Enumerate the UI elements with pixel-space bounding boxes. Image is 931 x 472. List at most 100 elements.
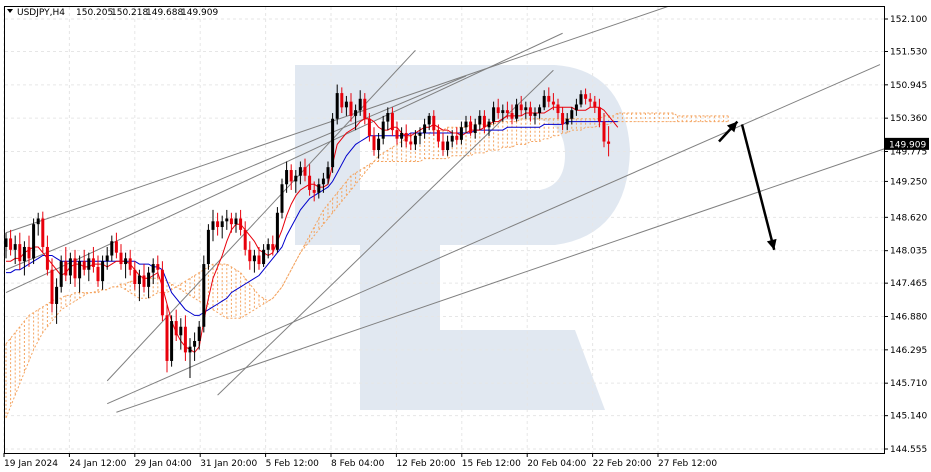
candle-body	[510, 113, 514, 119]
candle-body	[505, 110, 509, 114]
y-tick-label: 147.465	[890, 279, 927, 289]
candle	[501, 104, 505, 122]
candle	[607, 126, 611, 157]
candle	[50, 258, 54, 313]
candle-body	[183, 326, 187, 353]
candle	[179, 318, 183, 350]
candle-body	[87, 258, 91, 270]
candle	[574, 98, 578, 116]
candle-body	[597, 107, 601, 122]
y-tick-label: 150.360	[890, 114, 927, 124]
candle	[170, 315, 174, 367]
candle-body	[441, 141, 445, 151]
candle	[18, 232, 22, 270]
candle	[193, 332, 197, 361]
candle-body	[446, 141, 450, 151]
candle-body	[229, 218, 233, 225]
arrow-head-icon	[766, 238, 777, 250]
candle	[124, 252, 128, 279]
candle	[298, 161, 302, 185]
candle-body	[496, 107, 500, 114]
candle	[331, 113, 335, 173]
candle	[482, 110, 486, 133]
candle-body	[50, 269, 54, 304]
candle	[243, 221, 247, 256]
candle-body	[73, 258, 77, 279]
candle	[174, 309, 178, 342]
candle-body	[584, 94, 588, 99]
candle	[363, 93, 367, 125]
candle	[206, 224, 210, 270]
header-open: 150.205	[76, 8, 113, 18]
candle	[308, 164, 312, 196]
candle-body	[321, 178, 325, 185]
candle-body	[239, 218, 243, 230]
trendline	[217, 69, 554, 396]
current-price-label: 149.909	[889, 140, 926, 150]
candle	[252, 249, 256, 273]
candle	[202, 255, 206, 333]
candle	[229, 212, 233, 233]
y-tick-label: 146.880	[890, 312, 927, 322]
candle	[510, 104, 514, 125]
menu-triangle-icon[interactable]	[7, 9, 13, 13]
candle-body	[312, 189, 316, 193]
candle	[257, 246, 261, 270]
candle-body	[395, 130, 399, 139]
candle	[239, 209, 243, 236]
candle-body	[197, 326, 201, 342]
candle	[119, 244, 123, 270]
candle-body	[45, 246, 49, 270]
time-axis: 19 Jan 2024 24 Jan 12:00 29 Jan 04:00 31 Ja…	[3, 453, 717, 469]
candle-body	[331, 118, 335, 168]
candle-body	[607, 141, 611, 144]
x-tick-label: 20 Feb 04:00	[527, 459, 586, 469]
candle	[32, 218, 36, 265]
candle-body	[151, 264, 155, 273]
candle-body	[450, 135, 454, 142]
candle	[289, 164, 293, 190]
candle	[418, 127, 422, 145]
plot-frame	[4, 6, 885, 454]
candle-body	[303, 167, 307, 176]
candle	[156, 255, 160, 279]
candle-body	[464, 121, 468, 128]
x-tick-label: 24 Jan 12:00	[69, 459, 126, 469]
candle	[492, 101, 496, 125]
candle	[101, 255, 105, 290]
candles	[5, 84, 611, 379]
candle-body	[579, 94, 583, 105]
candle-body	[257, 255, 261, 265]
candle	[55, 278, 59, 324]
watermark-logo	[295, 65, 630, 410]
candle-body	[593, 101, 597, 108]
candle-body	[156, 264, 160, 270]
candle	[538, 104, 542, 119]
candle-body	[119, 252, 123, 265]
candle-body	[280, 184, 284, 213]
candle-body	[216, 221, 220, 228]
candle-body	[289, 170, 293, 182]
candle	[160, 261, 164, 322]
candle	[326, 161, 330, 185]
candle	[515, 98, 519, 122]
candle-body	[91, 258, 95, 267]
candle-body	[133, 269, 137, 285]
candle-body	[27, 246, 31, 259]
x-tick-label: 31 Jan 20:00	[200, 459, 257, 469]
candle	[87, 252, 91, 282]
candle	[344, 95, 348, 116]
x-tick-label: 5 Feb 12:00	[266, 459, 320, 469]
current-price-marker: 149.909	[885, 137, 929, 150]
candle-body	[455, 135, 459, 140]
candle-body	[234, 218, 238, 225]
candle-body	[294, 175, 298, 182]
candle	[473, 118, 477, 139]
candle-body	[174, 321, 178, 336]
candle-body	[179, 326, 183, 336]
candle	[36, 212, 40, 236]
candle-body	[515, 104, 519, 119]
trendline	[116, 148, 884, 413]
candle	[41, 211, 45, 253]
